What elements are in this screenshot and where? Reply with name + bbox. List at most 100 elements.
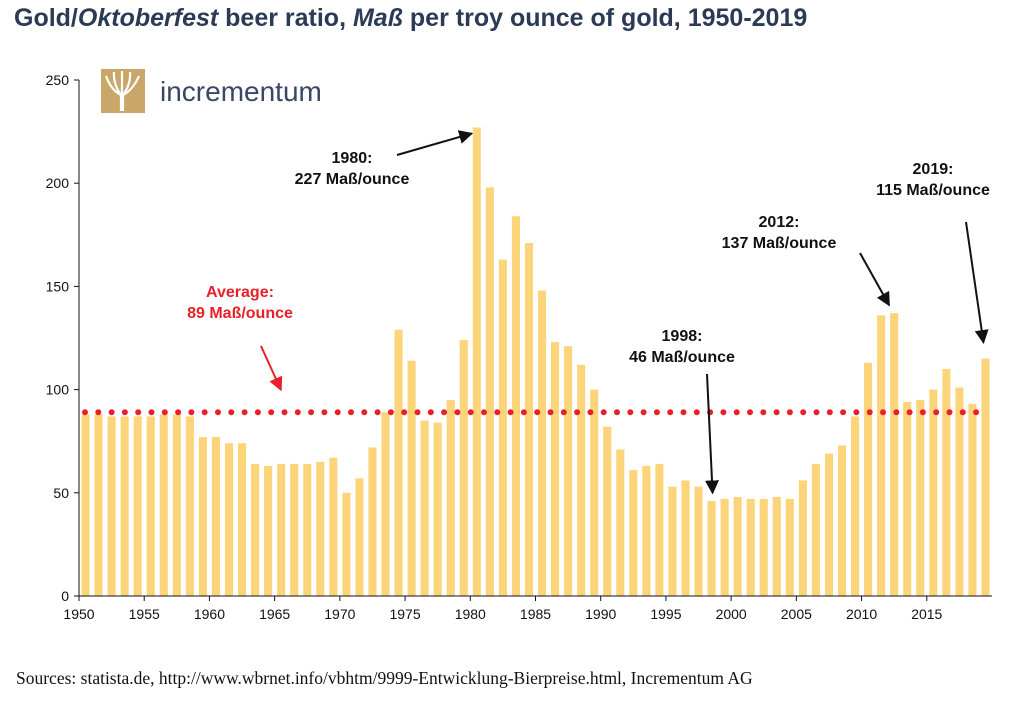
- bar-1999: [720, 498, 729, 596]
- x-tick-label-1960: 1960: [194, 606, 225, 622]
- bar-1996: [681, 480, 690, 596]
- bar-1951: [94, 414, 103, 596]
- bar-2002: [759, 498, 768, 596]
- bar-2000: [733, 496, 742, 596]
- bar-1962: [237, 443, 247, 596]
- source-note: Sources: statista.de, http://www.wbrnet.…: [16, 668, 753, 688]
- bar-1952: [107, 416, 116, 596]
- bar-1969: [329, 457, 338, 596]
- bar-2010: [864, 362, 873, 596]
- tree-icon: [101, 69, 145, 113]
- bar-1976: [420, 420, 429, 596]
- x-tick-label-2000: 2000: [716, 606, 747, 622]
- bar-2006: [811, 463, 820, 596]
- annotation-1980-arrow: [396, 130, 474, 156]
- bar-1966: [290, 463, 299, 596]
- bar-1973: [381, 412, 390, 596]
- bar-1994: [655, 463, 664, 596]
- bar-2004: [785, 498, 794, 596]
- y-tick-label-100: 100: [46, 382, 70, 398]
- x-tick-label-1970: 1970: [324, 606, 355, 622]
- bar-2008: [837, 445, 847, 596]
- bar-1989: [590, 389, 599, 596]
- bar-1957: [172, 414, 181, 596]
- average-label-line2: 89 Maß/ounce: [187, 305, 293, 322]
- bar-2015: [929, 389, 938, 596]
- bar-1986: [551, 342, 560, 596]
- annotation-1998-line1: 1998:: [662, 328, 703, 345]
- bar-2019: [981, 358, 990, 596]
- bar-1958: [185, 416, 194, 596]
- bar-1984: [524, 243, 534, 596]
- bar-1960: [211, 437, 220, 596]
- bar-1998: [707, 501, 716, 596]
- x-tick-label-1985: 1985: [520, 606, 551, 622]
- bar-chart: incrementum 0 50 100 150 200 250 1950 1955 1960…: [46, 69, 992, 622]
- bar-1978: [446, 399, 455, 596]
- y-tick-label-200: 200: [46, 175, 70, 191]
- average-label-line1: Average:: [206, 284, 274, 301]
- logo-text: incrementum: [160, 76, 322, 107]
- bar-1961: [224, 443, 234, 596]
- annotation-1980-line2: 227 Maß/ounce: [295, 171, 410, 188]
- bar-2012: [890, 313, 899, 596]
- bar-2007: [824, 453, 834, 596]
- annotation-2012-line2: 137 Maß/ounce: [722, 235, 837, 252]
- bar-1993: [642, 465, 651, 596]
- bar-1964: [264, 465, 273, 596]
- bar-2009: [851, 416, 860, 596]
- bar-1992: [629, 470, 638, 596]
- bar-1965: [277, 463, 286, 596]
- x-tick-label-1995: 1995: [650, 606, 681, 622]
- bar-2013: [903, 401, 912, 596]
- bar-2014: [916, 399, 925, 596]
- bar-1975: [407, 360, 416, 596]
- y-axis: 0 50 100 150 200 250: [46, 72, 80, 604]
- bar-2003: [772, 496, 781, 596]
- annotation-2012-line1: 2012:: [759, 214, 800, 231]
- bar-1953: [120, 416, 129, 596]
- bar-1959: [198, 437, 207, 596]
- x-tick-label-1980: 1980: [455, 606, 486, 622]
- bar-1956: [159, 414, 168, 596]
- annotation-1998-line2: 46 Maß/ounce: [629, 349, 735, 366]
- bar-2001: [746, 498, 755, 596]
- bar-1954: [133, 416, 142, 596]
- y-tick-label-250: 250: [46, 72, 70, 88]
- x-tick-label-1990: 1990: [585, 606, 616, 622]
- bar-2017: [955, 387, 964, 596]
- annotation-2019-line2: 115 Maß/ounce: [876, 182, 990, 199]
- bar-1985: [537, 290, 547, 596]
- x-tick-label-2010: 2010: [846, 606, 877, 622]
- bar-1970: [342, 492, 351, 596]
- bar-1990: [603, 426, 612, 596]
- bar-1988: [577, 364, 586, 596]
- average-line-group: Average: 89 Maß/ounce: [82, 284, 987, 416]
- bars-group: [81, 127, 990, 596]
- bar-1950: [81, 414, 90, 596]
- annotation-2012-arrow: [859, 252, 891, 307]
- bar-2018: [968, 404, 977, 596]
- bar-2016: [942, 368, 951, 596]
- bar-1995: [668, 486, 677, 596]
- annotations-group: 1980: 227 Maß/ounce 1998: 46 Maß/ounce 2012:…: [295, 130, 990, 495]
- x-tick-label-2015: 2015: [911, 606, 942, 622]
- bar-2011: [877, 315, 886, 596]
- bar-1997: [694, 486, 703, 596]
- bar-1981: [485, 187, 494, 596]
- chart-title: Gold/Oktoberfest beer ratio, Maß per tro…: [14, 4, 808, 32]
- bar-1977: [433, 422, 442, 596]
- bar-1967: [303, 463, 312, 596]
- bar-1982: [498, 259, 507, 596]
- bar-1974: [394, 329, 403, 596]
- x-tick-label-1955: 1955: [129, 606, 160, 622]
- bar-1991: [616, 449, 625, 596]
- bar-1979: [459, 340, 468, 596]
- y-tick-label-150: 150: [46, 278, 70, 294]
- x-tick-label-1950: 1950: [63, 606, 94, 622]
- bar-1955: [146, 416, 155, 596]
- bar-1968: [316, 461, 325, 596]
- bar-1980: [472, 127, 481, 596]
- bar-1987: [564, 346, 573, 596]
- y-tick-label-0: 0: [61, 588, 69, 604]
